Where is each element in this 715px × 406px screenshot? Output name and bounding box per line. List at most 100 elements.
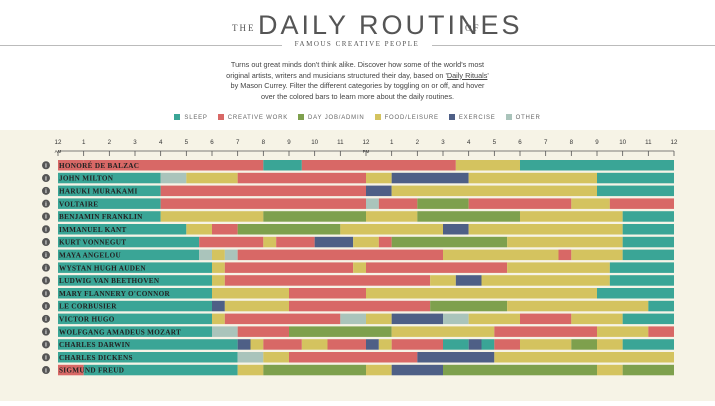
segment-food[interactable] bbox=[507, 236, 623, 248]
segment-food[interactable] bbox=[353, 262, 366, 273]
segment-creative[interactable] bbox=[609, 198, 674, 209]
segment-food[interactable] bbox=[186, 224, 212, 235]
segment-food[interactable] bbox=[366, 172, 392, 184]
person-row[interactable]: i VICTOR HUGO bbox=[42, 313, 674, 325]
legend-item-sleep[interactable]: SLEEP bbox=[174, 114, 207, 121]
info-icon[interactable] bbox=[42, 302, 50, 311]
segment-creative[interactable] bbox=[520, 313, 572, 325]
segment-food[interactable] bbox=[494, 352, 674, 363]
segment-dayjob[interactable] bbox=[430, 300, 508, 312]
segment-food[interactable] bbox=[507, 300, 649, 312]
segment-creative[interactable] bbox=[58, 160, 84, 171]
info-icon[interactable] bbox=[42, 340, 50, 349]
daily-rituals-link[interactable]: Daily Rituals bbox=[446, 70, 488, 80]
segment-food[interactable] bbox=[571, 313, 623, 325]
segment-dayjob[interactable] bbox=[443, 364, 597, 376]
segment-sleep[interactable] bbox=[58, 211, 161, 222]
segment-creative[interactable] bbox=[468, 198, 572, 209]
person-row[interactable]: i VOLTAIRE bbox=[42, 198, 674, 209]
segment-food[interactable] bbox=[571, 198, 610, 209]
segment-dayjob[interactable] bbox=[263, 211, 366, 222]
legend-item-creative[interactable]: CREATIVE WORK bbox=[217, 114, 288, 121]
segment-creative[interactable] bbox=[494, 326, 597, 337]
segment-creative[interactable] bbox=[263, 339, 302, 350]
info-icon[interactable] bbox=[42, 225, 50, 234]
segment-sleep[interactable] bbox=[58, 236, 200, 248]
segment-sleep[interactable] bbox=[622, 339, 674, 350]
segment-sleep[interactable] bbox=[609, 275, 674, 286]
segment-exercise[interactable] bbox=[417, 352, 495, 363]
info-icon[interactable] bbox=[42, 314, 50, 323]
segment-food[interactable] bbox=[455, 160, 520, 171]
segment-creative[interactable] bbox=[237, 172, 366, 184]
segment-dayjob[interactable] bbox=[263, 364, 366, 376]
segment-food[interactable] bbox=[481, 275, 610, 286]
info-icon[interactable] bbox=[42, 250, 50, 259]
segment-creative[interactable] bbox=[289, 300, 431, 312]
segment-food[interactable] bbox=[430, 275, 456, 286]
segment-food[interactable] bbox=[520, 339, 572, 350]
segment-dayjob[interactable] bbox=[622, 364, 674, 376]
segment-food[interactable] bbox=[212, 249, 225, 261]
segment-creative[interactable] bbox=[224, 313, 341, 325]
info-icon[interactable] bbox=[42, 276, 50, 285]
segment-sleep[interactable] bbox=[597, 172, 674, 184]
segment-creative[interactable] bbox=[212, 224, 238, 235]
segment-exercise[interactable] bbox=[366, 185, 392, 197]
segment-food[interactable] bbox=[378, 339, 392, 350]
info-icon[interactable] bbox=[42, 186, 50, 195]
segment-sleep[interactable] bbox=[58, 249, 200, 261]
segment-food[interactable] bbox=[366, 211, 418, 222]
segment-food[interactable] bbox=[263, 352, 289, 363]
segment-food[interactable] bbox=[353, 236, 379, 248]
segment-creative[interactable] bbox=[378, 198, 418, 209]
segment-food[interactable] bbox=[160, 211, 264, 222]
person-row[interactable]: i SIGMUND FREUD bbox=[42, 364, 674, 376]
segment-sleep[interactable] bbox=[648, 300, 674, 312]
segment-food[interactable] bbox=[468, 224, 623, 235]
segment-food[interactable] bbox=[468, 313, 520, 325]
segment-sleep[interactable] bbox=[58, 313, 212, 325]
segment-food[interactable] bbox=[507, 262, 610, 273]
segment-food[interactable] bbox=[391, 326, 495, 337]
segment-dayjob[interactable] bbox=[237, 224, 341, 235]
segment-creative[interactable] bbox=[199, 236, 264, 248]
segment-food[interactable] bbox=[571, 249, 623, 261]
segment-sleep[interactable] bbox=[58, 262, 212, 273]
info-icon[interactable] bbox=[42, 366, 50, 375]
info-icon[interactable] bbox=[42, 238, 50, 247]
segment-sleep[interactable] bbox=[58, 326, 212, 337]
segment-other[interactable] bbox=[340, 313, 366, 325]
segment-exercise[interactable] bbox=[391, 313, 443, 325]
segment-food[interactable] bbox=[597, 326, 649, 337]
segment-creative[interactable] bbox=[301, 160, 456, 171]
segment-creative[interactable] bbox=[366, 262, 508, 273]
segment-food[interactable] bbox=[212, 275, 225, 286]
segment-creative[interactable] bbox=[237, 249, 443, 261]
info-icon[interactable] bbox=[42, 289, 50, 298]
person-row[interactable]: i BENJAMIN FRANKLIN bbox=[42, 211, 674, 222]
segment-creative[interactable] bbox=[160, 185, 366, 197]
segment-other[interactable] bbox=[212, 326, 238, 337]
segment-food[interactable] bbox=[224, 300, 289, 312]
segment-exercise[interactable] bbox=[212, 300, 225, 312]
segment-food[interactable] bbox=[301, 339, 328, 350]
person-row[interactable]: i CHARLES DICKENS bbox=[42, 352, 674, 363]
segment-sleep[interactable] bbox=[622, 313, 674, 325]
segment-sleep[interactable] bbox=[609, 262, 674, 273]
segment-other[interactable] bbox=[199, 249, 212, 261]
segment-food[interactable] bbox=[263, 236, 277, 248]
segment-food[interactable] bbox=[250, 339, 264, 350]
segment-sleep[interactable] bbox=[58, 352, 238, 363]
segment-creative[interactable] bbox=[224, 262, 354, 273]
segment-sleep[interactable] bbox=[622, 224, 674, 235]
segment-creative[interactable] bbox=[58, 364, 84, 376]
segment-sleep[interactable] bbox=[58, 339, 238, 350]
segment-sleep[interactable] bbox=[263, 160, 302, 171]
segment-sleep[interactable] bbox=[481, 339, 495, 350]
segment-sleep[interactable] bbox=[58, 288, 212, 299]
person-row[interactable]: i LUDWIG VAN BEETHOVEN bbox=[42, 275, 674, 286]
segment-creative[interactable] bbox=[160, 198, 366, 209]
person-row[interactable]: i KURT VONNEGUT bbox=[42, 236, 674, 248]
segment-dayjob[interactable] bbox=[571, 339, 597, 350]
